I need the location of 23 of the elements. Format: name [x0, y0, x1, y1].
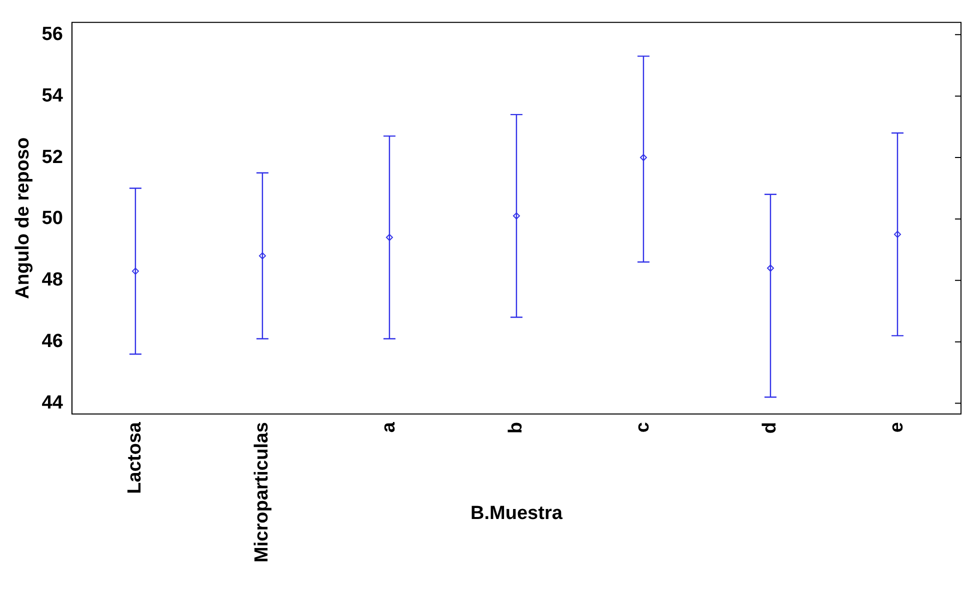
- x-tick-label: Microparticulas: [252, 422, 273, 562]
- y-tick-label: 44: [42, 392, 64, 414]
- x-tick-label: Lactosa: [124, 422, 146, 494]
- y-tick-label: 52: [42, 146, 63, 168]
- x-tick-label: e: [886, 422, 908, 433]
- x-tick-label: c: [632, 422, 654, 433]
- y-tick-label: 48: [42, 270, 63, 291]
- point: [894, 230, 901, 238]
- y-axis-title: Angulo de reposo: [12, 137, 34, 299]
- y-tick-label: 46: [42, 331, 63, 352]
- x-axis-title: B.Muestra: [470, 503, 563, 524]
- point: [258, 252, 266, 260]
- point: [132, 268, 139, 275]
- x-tick-label: d: [760, 422, 781, 434]
- y-tick-label: 54: [42, 85, 64, 106]
- point: [640, 154, 647, 162]
- y-tick-label: 50: [42, 208, 63, 230]
- point: [512, 212, 520, 220]
- x-tick-label: a: [378, 422, 400, 433]
- x-tick-label: b: [506, 422, 527, 434]
- y-tick-label: 56: [42, 24, 63, 45]
- point: [766, 264, 774, 272]
- point: [386, 234, 393, 241]
